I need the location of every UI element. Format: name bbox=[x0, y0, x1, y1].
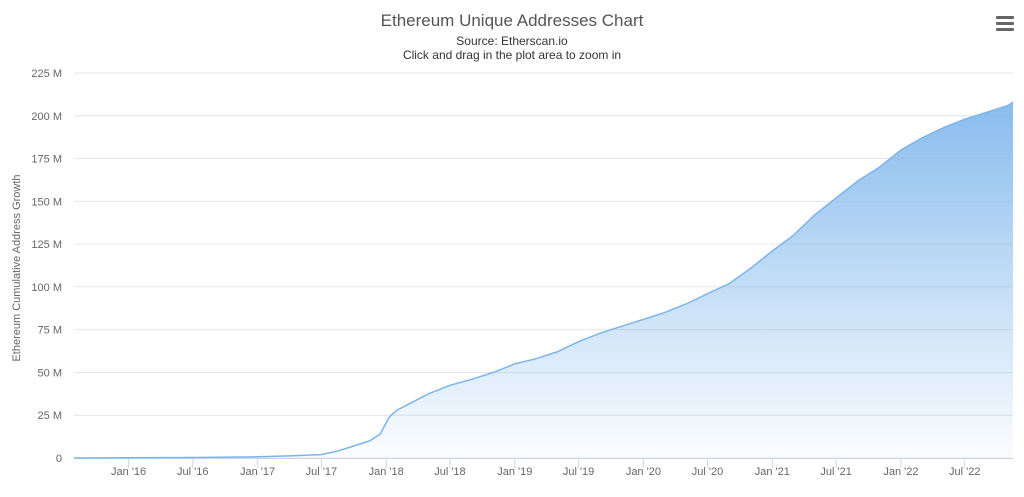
y-tick-label: 150 M bbox=[31, 196, 62, 208]
x-tick-label: Jul '20 bbox=[692, 466, 723, 478]
chart-subtitle: Source: Etherscan.io bbox=[456, 34, 568, 48]
y-tick-label: 25 M bbox=[38, 410, 62, 422]
series-area-fill[interactable] bbox=[74, 102, 1013, 458]
series-area[interactable] bbox=[73, 101, 1014, 459]
grid-lines bbox=[74, 72, 1013, 459]
x-tick-label: Jan '18 bbox=[369, 466, 404, 478]
x-tick-label: Jul '18 bbox=[434, 466, 465, 478]
x-tick-label: Jan '17 bbox=[240, 466, 275, 478]
chart-title: Ethereum Unique Addresses Chart bbox=[381, 11, 644, 30]
x-tick-label: Jul '19 bbox=[563, 466, 594, 478]
series-line[interactable] bbox=[73, 101, 1014, 459]
x-tick-label: Jan '19 bbox=[497, 466, 532, 478]
y-tick-label: 50 M bbox=[38, 367, 62, 379]
x-tick-label: Jul '22 bbox=[949, 466, 980, 478]
y-axis-tick-labels: 0 25 M 50 M 75 M 100 M 125 M 150 M 175 M 200 M 22… bbox=[31, 68, 62, 465]
y-tick-label: 0 bbox=[56, 453, 62, 465]
x-axis-ticks bbox=[74, 458, 1013, 468]
x-tick-label: Jan '21 bbox=[755, 466, 790, 478]
chart-subtitle-zoom-hint: Click and drag in the plot area to zoom … bbox=[403, 48, 621, 62]
x-tick-label: Jan '22 bbox=[883, 466, 918, 478]
y-tick-label: 175 M bbox=[31, 154, 62, 166]
y-tick-label: 100 M bbox=[31, 282, 62, 294]
x-tick-label: Jul '16 bbox=[177, 466, 208, 478]
x-tick-label: Jan '20 bbox=[626, 466, 661, 478]
hamburger-menu-icon[interactable] bbox=[996, 16, 1014, 32]
y-axis-label: Ethereum Cumulative Address Growth bbox=[11, 174, 23, 361]
y-tick-label: 225 M bbox=[31, 68, 62, 80]
y-tick-label: 75 M bbox=[38, 325, 62, 337]
x-tick-label: Jul '21 bbox=[820, 466, 851, 478]
y-tick-label: 125 M bbox=[31, 239, 62, 251]
x-tick-label: Jul '17 bbox=[306, 466, 337, 478]
y-tick-label: 200 M bbox=[31, 111, 62, 123]
x-axis-tick-labels: Jan '16 Jul '16 Jan '17 Jul '17 Jan '18 Jul '… bbox=[111, 466, 980, 478]
x-tick-label: Jan '16 bbox=[111, 466, 146, 478]
